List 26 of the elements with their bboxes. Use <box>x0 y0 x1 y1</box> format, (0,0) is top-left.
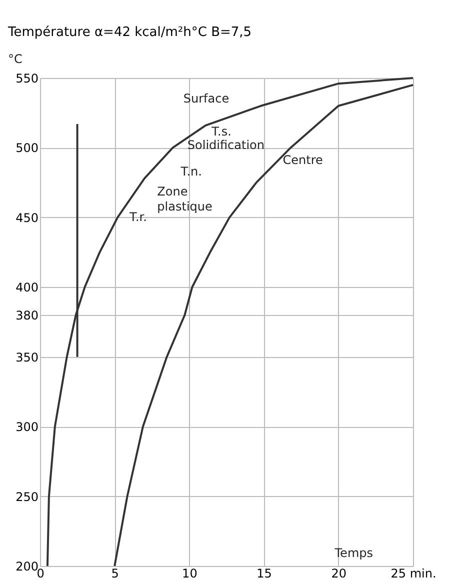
y-tick-label: 500 <box>16 141 38 156</box>
y-tick-label: 250 <box>16 490 38 504</box>
y-axis-title: °C <box>8 52 22 66</box>
y-tick-label: 350 <box>16 350 38 364</box>
annotation: Solidification <box>187 138 264 152</box>
x-tick-label: 5 <box>111 566 119 580</box>
line-series <box>114 84 414 567</box>
y-tick-label: 550 <box>16 72 38 86</box>
x-axis-title: Temps <box>334 546 373 560</box>
y-tick-label: 450 <box>16 210 38 225</box>
x-tick-label: 20 <box>331 566 347 580</box>
annotation: T.s. <box>210 124 232 138</box>
annotation: T.r. <box>128 210 147 224</box>
x-tick-label: 10 <box>182 566 198 580</box>
x-tick-label: 15 <box>256 566 272 580</box>
y-tick-label: 380 <box>16 308 38 323</box>
annotation: T.n. <box>180 164 202 179</box>
annotation: Surface <box>183 92 230 106</box>
y-tick-label: 300 <box>16 420 38 434</box>
x-tick-label: 0 <box>36 566 44 580</box>
chart-title: Température α=42 kcal/m²h°C B=7,5 <box>7 25 252 40</box>
annotation: Zone plastique <box>157 184 212 214</box>
annotation: Centre <box>282 152 323 167</box>
x-tick-label: 25 min. <box>390 566 436 580</box>
y-tick-label: 200 <box>16 560 38 574</box>
y-tick-label: 400 <box>16 280 38 295</box>
